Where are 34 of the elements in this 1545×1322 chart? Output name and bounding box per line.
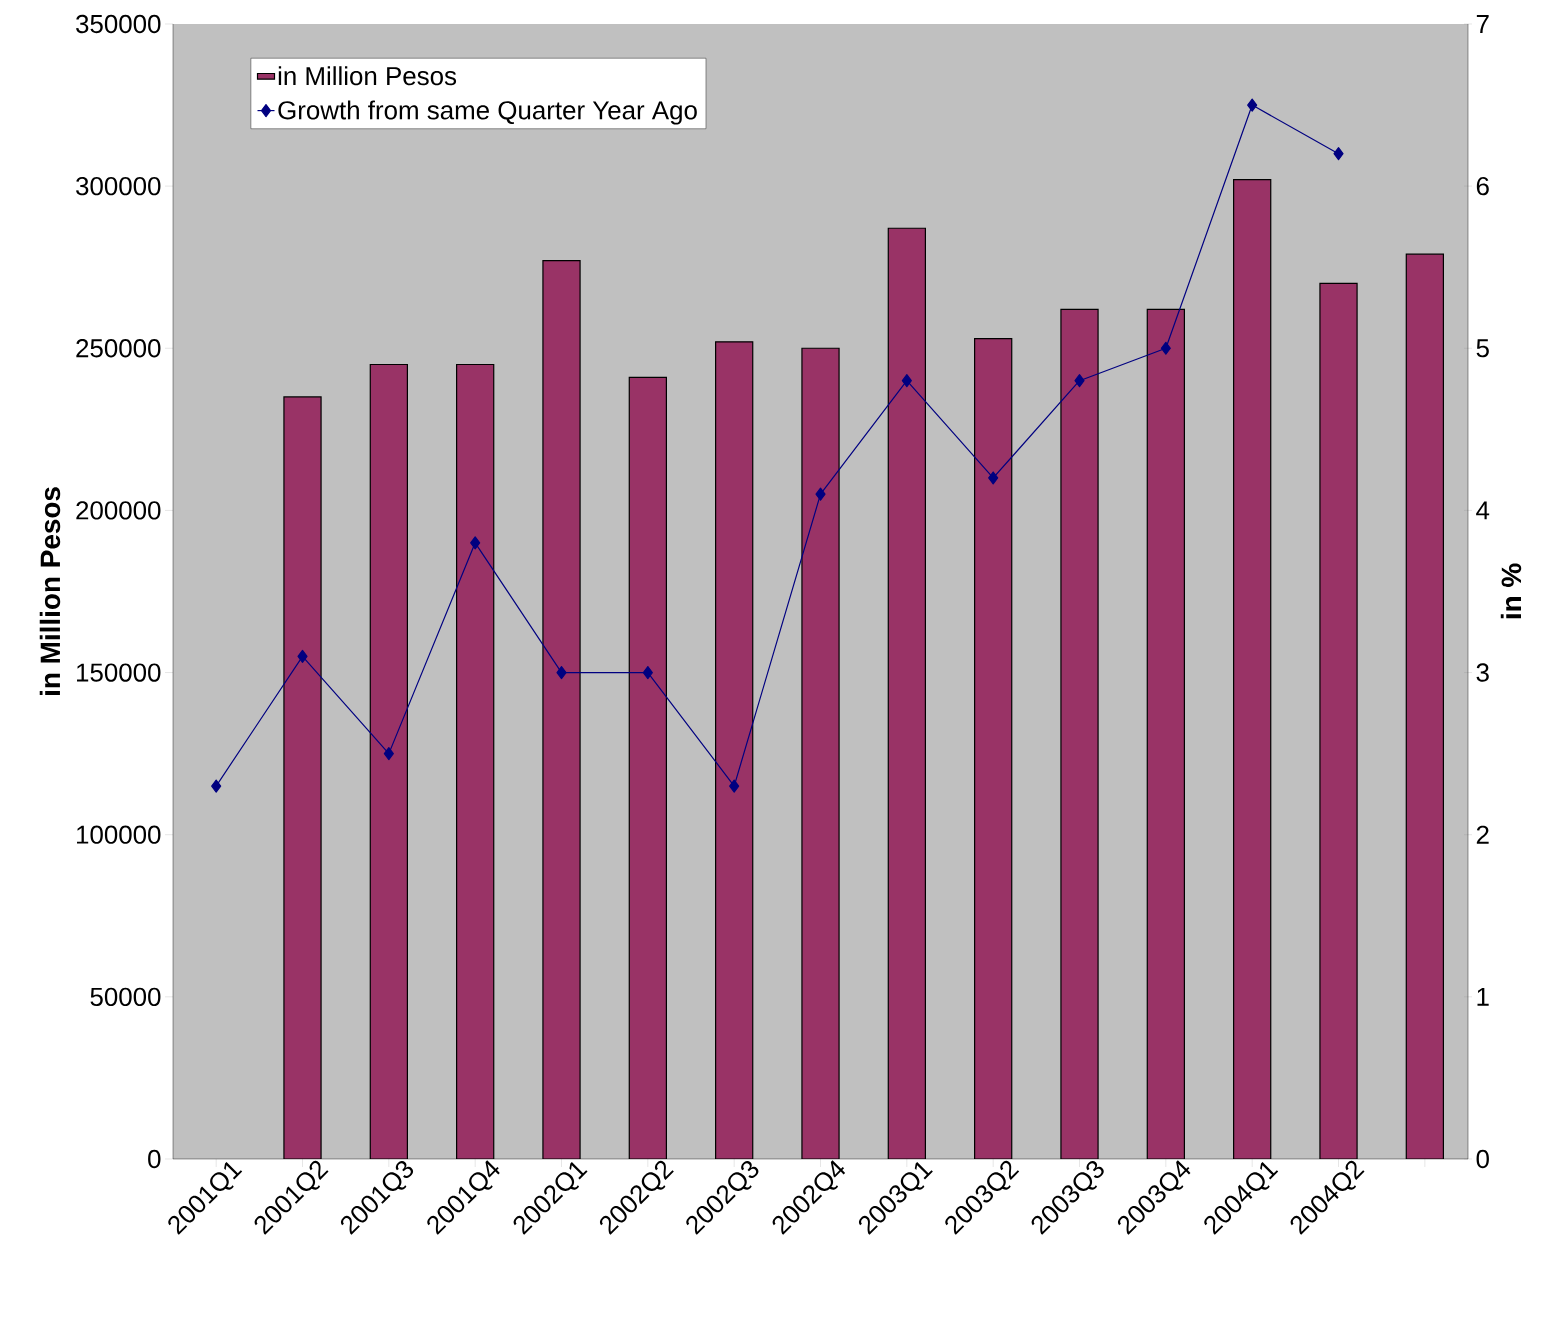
point (901, 374, 912, 388)
y-tick-label: 50000 (90, 987, 161, 1007)
point (815, 487, 826, 501)
y-tick-label: 250000 (76, 339, 161, 358)
y2-tick-label: 2 (1476, 825, 1489, 844)
point (988, 471, 999, 485)
point (556, 665, 567, 680)
y-tick-label: 100000 (77, 825, 161, 844)
y2-tick-label: 3 (1476, 663, 1489, 682)
y2-tick-label: 4 (1476, 501, 1490, 520)
y2-axis-title: in % (1500, 563, 1522, 619)
point (383, 747, 394, 761)
y2-tick-label: 1 (1477, 987, 1489, 1006)
y2-tick-label: 5 (1476, 339, 1489, 358)
point (470, 536, 481, 550)
point (729, 779, 740, 793)
point (1247, 98, 1258, 112)
y-tick-label: 0 (148, 1149, 161, 1169)
y-tick-label: 350000 (76, 14, 161, 34)
point (1074, 374, 1085, 388)
y-axis-title: in Million Pesos (39, 487, 61, 695)
point (642, 665, 653, 680)
legend-label: in Million Pesos (278, 66, 457, 86)
y-tick-label: 200000 (76, 501, 161, 520)
point (1333, 147, 1344, 161)
legend-label: Growth from same Quarter Year Ago (278, 100, 697, 125)
y2-tick-label: 7 (1476, 15, 1489, 33)
point (1160, 341, 1171, 355)
y-tick-label: 300000 (76, 176, 161, 196)
y-tick-label: 150000 (77, 663, 161, 682)
y2-tick-label: 6 (1476, 176, 1489, 196)
point (211, 779, 222, 793)
y2-tick-label: 0 (1476, 1149, 1489, 1169)
point (297, 649, 308, 663)
